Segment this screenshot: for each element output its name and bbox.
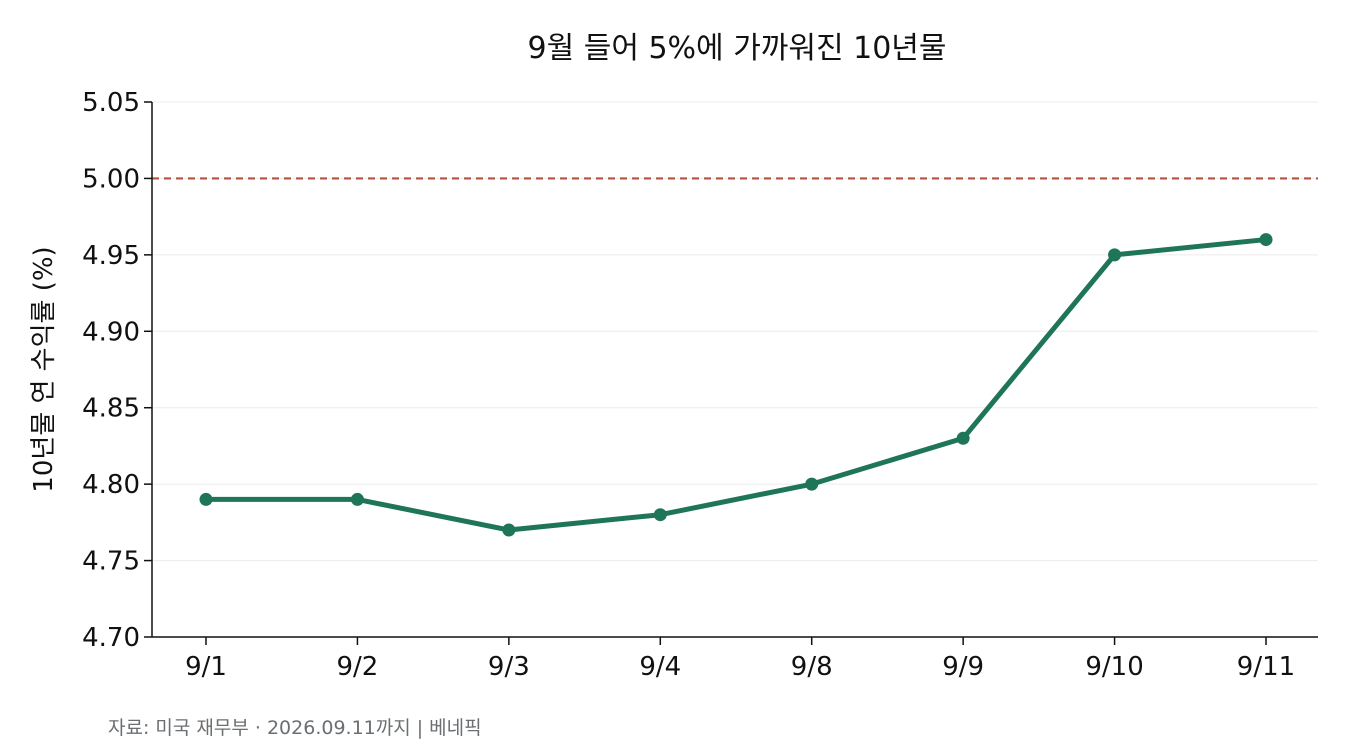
x-axis-ticks: 9/1 9/2 9/3 9/4 9/8 9/9 9/10 9/11: [185, 637, 1295, 682]
data-point-9/2: [350, 492, 364, 506]
x-tick-label: 9/3: [488, 652, 530, 682]
y-tick-label: 4.75: [82, 547, 140, 577]
y-axis-label: 10년물 연 수익률 (%): [29, 246, 59, 492]
data-point-9/1: [199, 492, 213, 506]
y-tick-label: 5.05: [82, 88, 140, 118]
yield-series-line: [203, 237, 1269, 533]
chart-title: 9월 들어 5%에 가까워진 10년물: [528, 31, 947, 66]
y-tick-label: 4.85: [82, 394, 140, 424]
y-axis-ticks: 4.70 4.75 4.80 4.85 4.90 4.95 5.00 5.05: [82, 88, 152, 653]
gridlines: [152, 101, 1318, 638]
x-tick-label: 9/1: [185, 652, 227, 682]
x-tick-label: 9/8: [791, 652, 833, 682]
x-tick-label: 9/11: [1237, 652, 1295, 682]
source-note: 자료: 미국 재무부 · 2026.09.11까지 | 베네픽: [108, 717, 482, 739]
y-tick-label: 4.90: [82, 317, 140, 347]
data-point-9/3: [502, 523, 516, 537]
y-tick-label: 4.80: [82, 470, 140, 500]
y-tick-label: 4.70: [82, 623, 140, 653]
data-points: [199, 233, 1273, 537]
x-tick-label: 9/2: [337, 652, 379, 682]
data-point-9/9: [956, 431, 970, 445]
data-point-9/11: [1259, 233, 1273, 247]
y-tick-label: 4.95: [82, 241, 140, 271]
data-point-9/10: [1108, 248, 1122, 262]
x-tick-label: 9/9: [942, 652, 984, 682]
x-tick-label: 9/4: [639, 652, 681, 682]
y-tick-label: 5.00: [82, 164, 140, 194]
x-tick-label: 9/10: [1085, 652, 1143, 682]
data-point-9/4: [653, 508, 667, 522]
data-point-9/8: [805, 477, 819, 491]
